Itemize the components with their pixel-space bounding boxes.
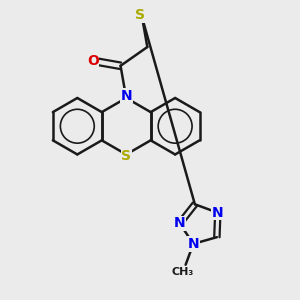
Text: S: S <box>135 8 145 22</box>
Text: N: N <box>174 217 186 230</box>
Text: N: N <box>212 206 224 220</box>
Text: N: N <box>120 88 132 103</box>
Text: S: S <box>121 149 131 163</box>
Text: N: N <box>188 237 199 251</box>
Text: O: O <box>87 54 99 68</box>
Text: CH₃: CH₃ <box>172 267 194 277</box>
